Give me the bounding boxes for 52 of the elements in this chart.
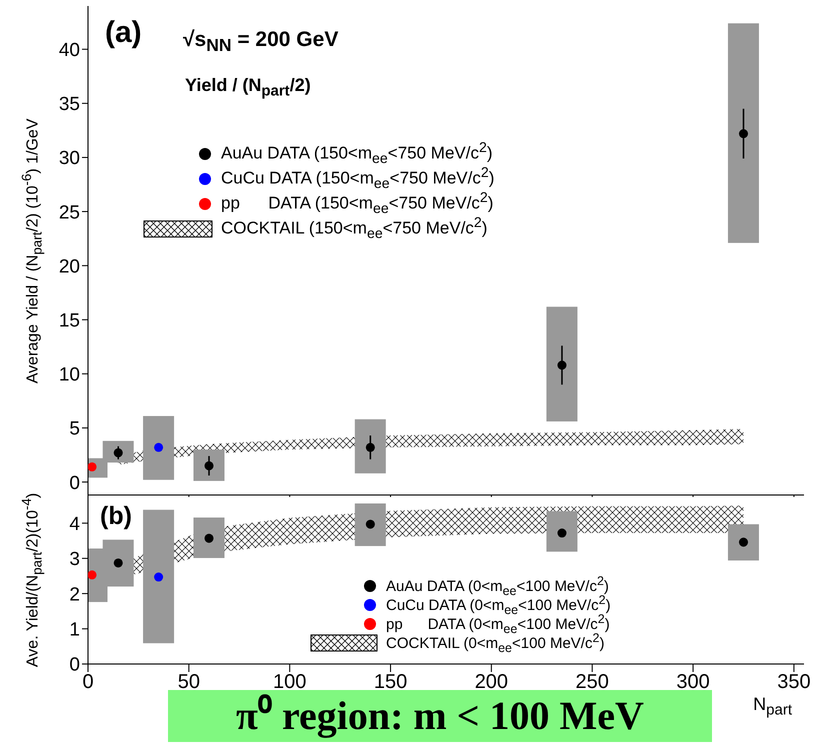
point — [204, 534, 214, 543]
point — [114, 558, 123, 568]
y-tick-label: 1 — [69, 620, 80, 641]
bar — [354, 419, 386, 474]
bar — [546, 306, 578, 422]
y-tick-label: 15 — [58, 310, 80, 332]
x-tick-label: 300 — [676, 671, 710, 694]
point — [88, 570, 97, 580]
y-tick-label: 25 — [58, 202, 80, 224]
y-tick-label: 30 — [58, 148, 80, 170]
y-tick-label: 0 — [69, 654, 80, 676]
y-tick-label: 0 — [69, 472, 80, 494]
legend-label: CuCu DATA (150<m$_{ee}$<750 MeV/c$^{2}$) — [221, 164, 494, 192]
y-tick-label: 4 — [69, 514, 80, 535]
text: π⁰ region: m < 100 MeV — [236, 693, 644, 738]
x-tick-label: 250 — [576, 671, 609, 694]
annotation: (b) — [100, 502, 132, 531]
y-tick-label: 10 — [58, 364, 80, 386]
y-tick-label: 3 — [69, 549, 80, 570]
bar — [193, 450, 224, 481]
y-tick-label: 5 — [69, 418, 80, 440]
y-tick-label: 40 — [58, 40, 80, 62]
x-tick-label: 200 — [474, 671, 508, 694]
point — [366, 520, 375, 529]
legend-label: COCKTAIL (150<m$_{ee}$<750 MeV/c$^{2}$) — [221, 214, 488, 242]
bar — [728, 23, 759, 243]
x-tick-label: 150 — [374, 671, 408, 694]
x-axis-title: N$_{part}$ — [753, 694, 792, 719]
annotation: (a) — [105, 16, 142, 50]
x-tick-label: 350 — [777, 671, 811, 694]
bar — [354, 503, 386, 546]
bar — [546, 511, 578, 552]
y-tick-label: 2 — [69, 584, 80, 606]
point — [88, 462, 97, 472]
bar — [143, 510, 174, 644]
point — [557, 360, 566, 370]
y-tick-label: 20 — [58, 256, 80, 278]
bar — [143, 416, 174, 480]
point — [366, 442, 375, 452]
point — [154, 442, 164, 452]
legend-label: pp DATA (150<m$_{ee}$<750 MeV/c$^{2}$) — [221, 190, 494, 218]
point — [557, 528, 566, 538]
point — [738, 129, 748, 138]
x-tick-label: 100 — [273, 671, 306, 694]
bar — [193, 518, 224, 558]
legend-label: AuAu DATA (150<m$_{ee}$<750 MeV/c$^{2}$) — [221, 140, 493, 168]
y-tick-label: 35 — [58, 94, 80, 116]
annotation: Yield / (N$_{part}$/2) — [185, 75, 311, 100]
bar — [728, 524, 759, 560]
point — [154, 572, 164, 582]
annotation: √s$_{NN}$ = 200 GeV — [183, 28, 338, 56]
x-tick-label: 50 — [178, 671, 200, 694]
